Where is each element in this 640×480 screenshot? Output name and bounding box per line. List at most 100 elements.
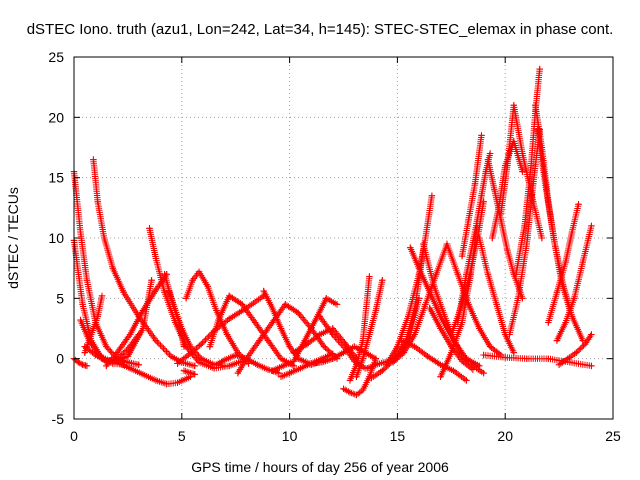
data-series [81,292,106,356]
data-point [478,192,485,199]
data-point [471,228,479,236]
data-point [152,286,160,294]
data-series [497,102,546,242]
data-point [180,367,188,374]
data-point [484,271,492,278]
data-point [346,389,354,396]
data-point [519,168,526,175]
data-point [303,340,311,348]
data-point [566,359,574,366]
data-point [430,283,438,290]
data-point [204,283,211,290]
series-trace [512,65,543,278]
data-point [323,295,330,302]
data-point [458,357,466,365]
data-point [113,349,121,356]
data-point [264,337,272,344]
data-series [476,234,518,356]
data-point [189,277,196,284]
data-series [458,132,485,260]
data-point [161,271,168,278]
data-point [383,361,390,368]
data-point [223,331,231,338]
x-tick-label: 0 [70,428,78,444]
data-point [588,222,595,230]
data-point [368,374,375,382]
data-point [489,234,496,242]
x-tick-label: 20 [497,428,513,444]
data-series [180,367,198,378]
data-point [275,369,283,377]
data-point [187,369,194,377]
data-point [510,102,518,109]
data-point [103,362,110,370]
data-point [152,255,160,262]
data-point [366,331,373,338]
data-series [174,292,267,367]
data-point [469,366,477,373]
data-series [206,292,298,370]
data-point [318,357,326,365]
data-point [286,369,293,377]
data-point [502,354,509,361]
data-point [353,391,360,399]
data-point [553,337,561,344]
data-point [437,373,444,380]
data-point [180,343,188,350]
data-point [568,228,576,236]
data-point [88,331,95,338]
y-tick-label: -5 [52,411,65,427]
y-tick-label: 10 [48,230,64,246]
data-point [562,258,569,266]
data-point [443,319,451,326]
data-point [79,301,86,308]
data-point [195,268,203,275]
data-point [98,292,106,300]
data-point [340,385,347,393]
data-point [523,240,530,248]
data-point [198,340,205,348]
data-point [389,359,397,366]
data-point [514,295,522,302]
data-point [238,301,246,308]
data-point [167,353,175,360]
series-trace [165,287,188,350]
data-point [424,353,431,360]
data-point [81,349,88,356]
data-series [165,287,188,350]
x-tick-label: 5 [178,428,186,444]
data-point [465,301,472,308]
data-point [471,180,479,187]
data-point [139,371,147,378]
y-tick-label: 20 [48,109,64,125]
data-point [562,319,569,326]
x-tick-label: 15 [390,428,406,444]
data-point [463,271,470,278]
data-point [364,365,371,372]
data-point [191,362,198,370]
y-tick-label: 0 [56,351,64,367]
data-series [443,240,505,359]
data-point [433,271,440,278]
data-point [463,377,470,384]
data-point [372,355,380,362]
data-point [448,349,455,356]
data-point [400,349,408,356]
data-point [534,126,541,133]
data-point [226,315,233,323]
data-point [411,343,418,350]
data-point [148,277,155,284]
data-series [146,225,246,372]
data-point [372,361,380,368]
y-axis-label: dSTEC / TECUs [5,187,21,289]
series-trace [454,150,494,326]
data-point [532,102,539,109]
axis-ticks: 0 5 10 15 20 25 -5 0 5 10 15 20 25 [48,49,621,444]
data-point [353,373,360,380]
data-point [570,295,578,302]
data-point [83,277,91,284]
data-point [109,264,117,272]
data-series [545,201,582,326]
chart-title: dSTEC Iono. truth (azu1, Lon=242, Lat=34… [27,21,614,38]
